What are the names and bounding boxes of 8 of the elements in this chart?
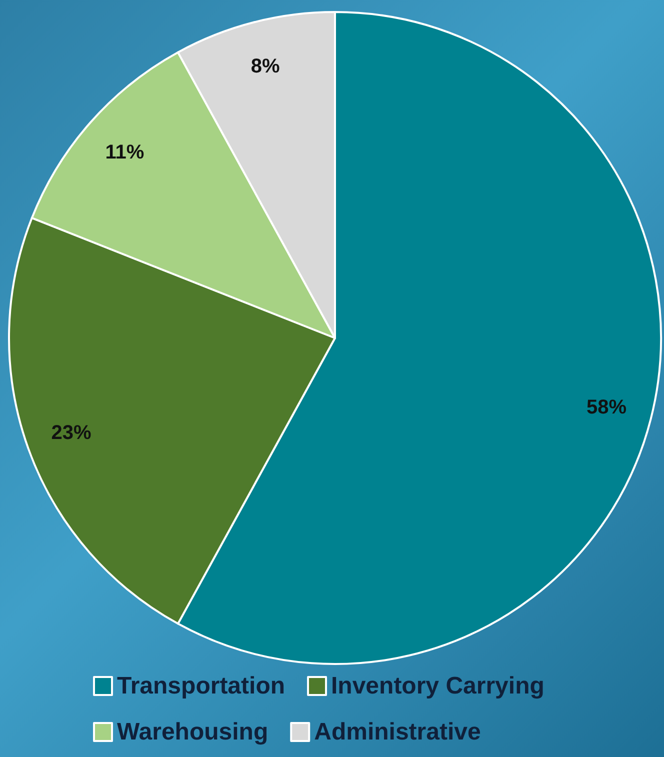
data-label: 58% [586,396,627,419]
data-label: 8% [250,55,280,78]
data-label: 11% [105,142,144,164]
data-label: 23% [51,422,92,444]
legend-label: Inventory Carrying [331,672,544,700]
legend-label: Transportation [117,672,286,700]
legend-label: Administrative [314,718,481,746]
legend-label: Warehousing [117,718,268,746]
